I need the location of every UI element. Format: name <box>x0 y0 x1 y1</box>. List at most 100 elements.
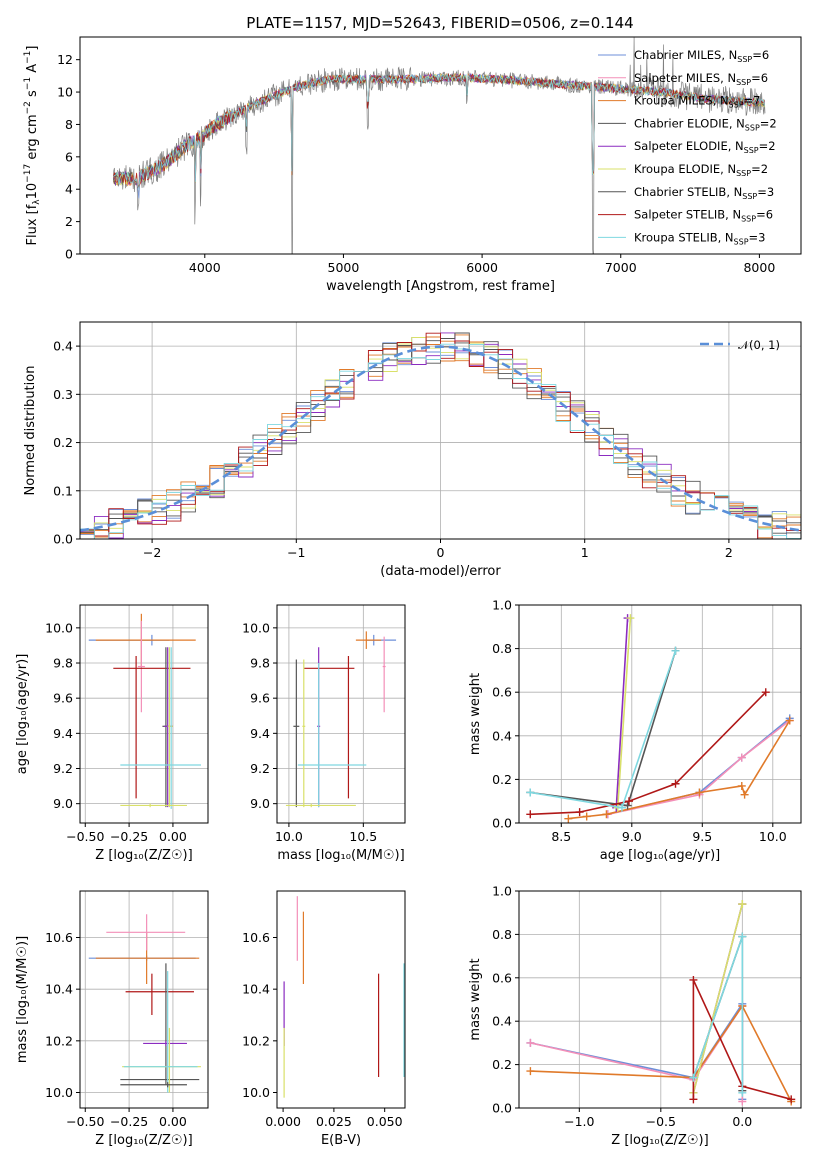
legend-label-part: SSP <box>734 237 749 246</box>
legend-label-part: =2 <box>760 116 777 130</box>
y-axis-label-part: s <box>25 90 40 101</box>
legend-label-part: SSP <box>744 146 759 155</box>
legend-label-part: SSP <box>729 101 744 110</box>
y-tick-label: 0.8 <box>492 927 512 942</box>
panel-spectrum: 4000 5000 6000 7000 8000 0 2 4 6 8 10 12 wavelength … <box>23 36 802 294</box>
weight-marker <box>564 814 573 823</box>
legend-label-part: =6 <box>756 208 773 222</box>
plot-area <box>526 900 796 1106</box>
weight-marker <box>526 1038 535 1047</box>
y-tick-label: 2 <box>65 214 73 229</box>
y-tick-label: 0.2 <box>492 1057 512 1072</box>
y-axis-label: mass weight <box>468 673 483 755</box>
y-axis-label-part: −1 <box>23 51 33 64</box>
weight-series <box>564 716 794 823</box>
errorbar-point <box>302 659 306 808</box>
y-axis-label: mass weight <box>468 958 483 1040</box>
y-tick-label: 9.6 <box>250 691 270 706</box>
y-axis-label-part: erg cm <box>25 114 40 163</box>
errorbar-point <box>125 973 194 1015</box>
weight-marker <box>738 1088 747 1097</box>
y-tick-label: 9.0 <box>250 796 270 811</box>
weight-marker <box>787 1095 796 1104</box>
figure-title: PLATE=1157, MJD=52643, FIBERID=0506, z=0… <box>246 14 633 32</box>
errorbar-point <box>95 613 196 667</box>
y-tick-label: 0.0 <box>53 532 73 547</box>
weight-line <box>615 618 629 808</box>
y-tick-label: 9.8 <box>53 656 73 671</box>
weight-marker <box>623 801 632 810</box>
legend-label-part: SSP <box>736 78 751 87</box>
errorbar-point <box>120 1082 187 1088</box>
plot-area <box>88 613 201 809</box>
weight-marker <box>737 781 746 790</box>
y-tick-label: 0.4 <box>492 1014 512 1029</box>
legend-label: Kroupa ELODIE, NSSP=2 <box>634 162 768 178</box>
legend-label-part: =7 <box>744 94 761 108</box>
errorbar-point <box>293 659 300 808</box>
y-tick-label: 0.6 <box>492 685 512 700</box>
y-axis-label-part: λ <box>32 199 42 205</box>
axes: −0.50 −0.25 0.00 10.0 10.2 10.4 10.6 Z [log₁₀(Z… <box>15 890 209 1148</box>
x-tick-label: 0.050 <box>367 1114 403 1129</box>
x-tick-label: 1 <box>581 545 589 560</box>
weight-line <box>616 618 632 808</box>
legend-label: Salpeter ELODIE, NSSP=2 <box>634 139 776 155</box>
axes: −0.50 −0.25 0.00 9.0 9.2 9.4 9.6 9.8 10.0 Z [log₁… <box>15 604 209 863</box>
weight-series <box>603 714 794 819</box>
x-axis-label: E(B-V) <box>321 1133 361 1148</box>
plot-area <box>80 332 801 539</box>
legend-label: Salpeter MILES, NSSP=6 <box>634 71 768 87</box>
x-tick-label: 7000 <box>605 260 637 275</box>
x-tick-label: −0.5 <box>646 1114 676 1129</box>
errorbar-point <box>137 620 145 713</box>
x-axis-label: (data-model)/error <box>380 564 501 579</box>
legend-label: Chabrier STELIB, NSSP=3 <box>634 185 774 201</box>
y-axis-label: Flux [fλ10−17 erg cm−2 s−1 A−1] <box>23 46 42 246</box>
legend-label: Chabrier ELODIE, NSSP=2 <box>634 116 777 132</box>
errorbar-point <box>120 803 187 808</box>
legend-label-part: Chabrier ELODIE, N <box>634 116 745 130</box>
x-tick-label: 2 <box>725 545 733 560</box>
y-tick-label: 0.3 <box>53 387 73 402</box>
x-tick-label: 5000 <box>328 260 360 275</box>
x-tick-label: 10.5 <box>349 829 377 844</box>
panel-weight-vs-age: 8.5 9.0 9.5 10.0 0.0 0.2 0.4 0.6 0.8 1.0 age [log₁… <box>468 598 802 863</box>
y-tick-label: 10 <box>57 85 73 100</box>
x-tick-label: 8000 <box>743 260 775 275</box>
legend-label-part: Kroupa ELODIE, N <box>634 162 736 176</box>
legend-label: Kroupa MILES, NSSP=7 <box>634 94 760 110</box>
legend-label-part: SSP <box>736 169 751 178</box>
weight-line <box>607 719 791 816</box>
weight-line <box>530 650 677 809</box>
weight-marker <box>624 797 633 806</box>
x-tick-label: −0.25 <box>110 829 148 844</box>
weight-marker <box>785 716 794 725</box>
legend: Chabrier MILES, N SSP =6 Salpeter MILES, NS… <box>598 48 777 246</box>
y-tick-label: 0.1 <box>53 483 73 498</box>
x-axis-label: Z [log₁₀(Z/Z☉)] <box>611 1133 708 1148</box>
y-axis-label: Normed distribution <box>23 366 38 496</box>
spectrum-model-line <box>112 72 765 191</box>
legend-label-part: SSP <box>745 123 760 132</box>
weight-marker <box>671 779 680 788</box>
weight-marker <box>582 812 591 821</box>
plot-area <box>112 37 766 254</box>
errorbar-point <box>120 647 201 809</box>
legend-label-part: Chabrier MILES, N <box>634 48 737 62</box>
x-tick-label: 6000 <box>466 260 498 275</box>
plot-area <box>526 614 794 823</box>
legend-label: Salpeter STELIB, NSSP=6 <box>634 208 773 224</box>
y-axis-label-part: −2 <box>23 101 33 114</box>
y-tick-label: 0 <box>65 247 73 262</box>
weight-series <box>689 900 747 1097</box>
grid <box>519 890 801 1109</box>
weight-series <box>526 688 770 819</box>
y-tick-label: 10.0 <box>45 620 73 635</box>
y-tick-label: 0.2 <box>492 772 512 787</box>
y-tick-label: 0.0 <box>492 816 512 831</box>
y-axis-label-part: ] <box>25 46 40 51</box>
x-tick-label: 0.00 <box>159 1114 187 1129</box>
legend-label-part: =2 <box>759 139 776 153</box>
